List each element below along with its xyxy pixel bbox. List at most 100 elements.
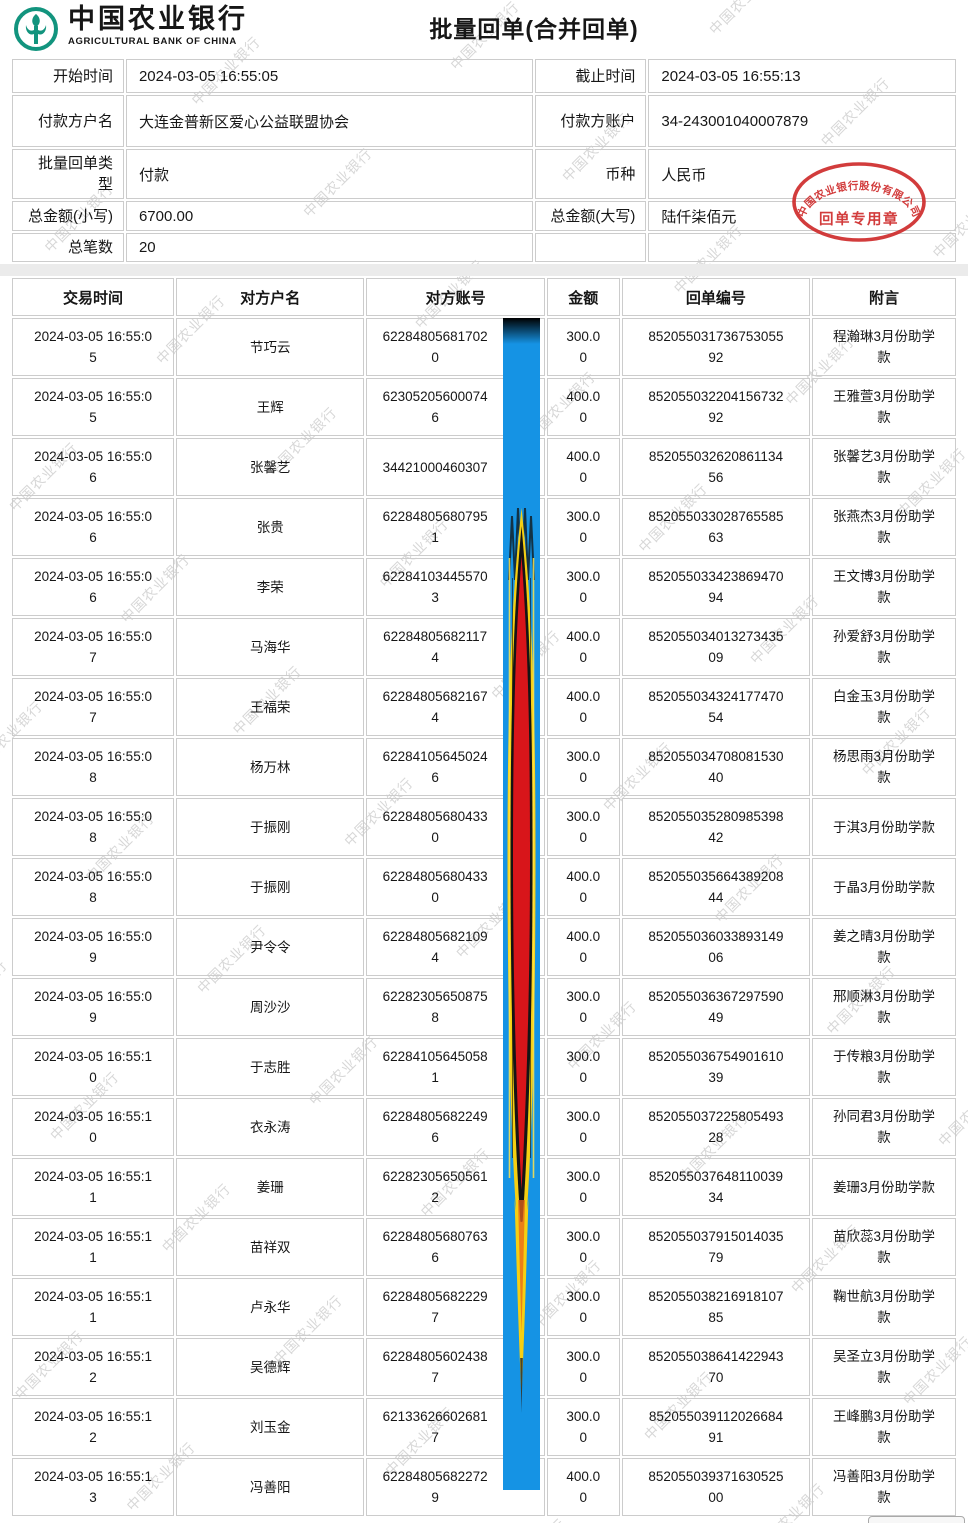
cell-memo: 王雅萱3月份助学 款 <box>812 378 956 436</box>
cell-memo: 王峰鹏3月份助学 款 <box>812 1398 956 1456</box>
cell-memo: 张馨艺3月份助学 款 <box>812 438 956 496</box>
column-header: 回单编号 <box>621 278 811 316</box>
table-row: 2024-03-05 16:55:1 1 卢永华 62284805682229 … <box>12 1278 956 1336</box>
table-row: 2024-03-05 16:55:0 6 张馨艺 34421000460307 … <box>12 438 956 496</box>
cell-payee-account: 62284805682229 7 <box>366 1278 545 1336</box>
cell-payee-account: 62284805681702 0 <box>366 318 545 376</box>
redaction-bar-artifact <box>503 318 540 1490</box>
cell-amount: 300.0 0 <box>546 738 620 796</box>
cell-payee-name: 马海华 <box>176 618 365 676</box>
cell-receipt-number: 852055034324177470 54 <box>621 678 811 736</box>
cell-payee-account: 62284805682272 9 <box>366 1458 545 1516</box>
cell-amount: 300.0 0 <box>546 1218 620 1276</box>
cell-receipt-number: 852055031736753055 92 <box>621 318 811 376</box>
cell-transaction-time: 2024-03-05 16:55:0 9 <box>12 978 175 1036</box>
cell-memo: 于晶3月份助学款 <box>812 858 956 916</box>
summary-value: 2024-03-05 16:55:05 <box>125 59 534 93</box>
cell-transaction-time: 2024-03-05 16:55:0 6 <box>12 558 175 616</box>
cell-receipt-number: 852055036367297590 49 <box>621 978 811 1036</box>
cell-receipt-number: 852055034013273435 09 <box>621 618 811 676</box>
cell-payee-name: 衣永涛 <box>176 1098 365 1156</box>
cell-amount: 300.0 0 <box>546 498 620 556</box>
cell-payee-name: 张馨艺 <box>176 438 365 496</box>
cell-receipt-number: 852055034708081530 40 <box>621 738 811 796</box>
summary-row: 总金额(小写) 6700.00 总金额(大写) 陆仟柒佰元 <box>12 201 956 231</box>
table-row: 2024-03-05 16:55:0 5 节巧云 62284805681702 … <box>12 318 956 376</box>
cell-transaction-time: 2024-03-05 16:55:1 1 <box>12 1218 175 1276</box>
cell-receipt-number: 852055033423869470 94 <box>621 558 811 616</box>
cell-payee-name: 于振刚 <box>176 858 365 916</box>
summary-label: 总笔数 <box>12 233 124 262</box>
cell-memo: 吴圣立3月份助学 款 <box>812 1338 956 1396</box>
table-row: 2024-03-05 16:55:1 2 吴德辉 62284805602438 … <box>12 1338 956 1396</box>
summary-value: 付款 <box>125 149 534 199</box>
cell-payee-name: 李荣 <box>176 558 365 616</box>
cell-amount: 400.0 0 <box>546 918 620 976</box>
cell-payee-name: 于志胜 <box>176 1038 365 1096</box>
cell-amount: 300.0 0 <box>546 1398 620 1456</box>
summary-label: 总金额(小写) <box>12 201 124 231</box>
cell-amount: 300.0 0 <box>546 1158 620 1216</box>
cell-amount: 300.0 0 <box>546 798 620 856</box>
summary-value: 陆仟柒佰元 <box>648 201 956 231</box>
table-row: 2024-03-05 16:55:0 5 王辉 62305205600074 6… <box>12 378 956 436</box>
cell-payee-account: 62133626602681 7 <box>366 1398 545 1456</box>
bottom-partial-button[interactable] <box>868 1516 965 1523</box>
cell-payee-account: 62284805682109 4 <box>366 918 545 976</box>
cell-transaction-time: 2024-03-05 16:55:0 6 <box>12 498 175 556</box>
column-header: 金额 <box>546 278 620 316</box>
cell-transaction-time: 2024-03-05 16:55:0 5 <box>12 318 175 376</box>
cell-payee-name: 节巧云 <box>176 318 365 376</box>
cell-memo: 程瀚琳3月份助学 款 <box>812 318 956 376</box>
cell-transaction-time: 2024-03-05 16:55:0 7 <box>12 618 175 676</box>
cell-receipt-number: 852055035280985398 42 <box>621 798 811 856</box>
summary-value: 34-243001040007879 <box>648 95 956 147</box>
summary-label: 付款方户名 <box>12 95 124 147</box>
table-row: 2024-03-05 16:55:1 2 刘玉金 62133626602681 … <box>12 1398 956 1456</box>
table-row: 2024-03-05 16:55:0 9 周沙沙 62282305650875 … <box>12 978 956 1036</box>
cell-amount: 300.0 0 <box>546 1098 620 1156</box>
cell-payee-name: 苗祥双 <box>176 1218 365 1276</box>
table-row: 2024-03-05 16:55:0 8 于振刚 62284805680433 … <box>12 858 956 916</box>
summary-label: 总金额(大写) <box>535 201 647 231</box>
cell-payee-account: 62305205600074 6 <box>366 378 545 436</box>
cell-transaction-time: 2024-03-05 16:55:0 8 <box>12 798 175 856</box>
table-row: 2024-03-05 16:55:1 3 冯善阳 62284805682272 … <box>12 1458 956 1516</box>
table-row: 2024-03-05 16:55:0 7 马海华 62284805682117 … <box>12 618 956 676</box>
cell-memo: 于淇3月份助学款 <box>812 798 956 856</box>
cell-payee-account: 62284103445570 3 <box>366 558 545 616</box>
cell-transaction-time: 2024-03-05 16:55:1 1 <box>12 1278 175 1336</box>
cell-payee-name: 卢永华 <box>176 1278 365 1336</box>
cell-receipt-number: 852055037648110039 34 <box>621 1158 811 1216</box>
cell-receipt-number: 852055036033893149 06 <box>621 918 811 976</box>
table-row: 2024-03-05 16:55:1 1 苗祥双 62284805680763 … <box>12 1218 956 1276</box>
cell-amount: 300.0 0 <box>546 978 620 1036</box>
summary-label: 截止时间 <box>535 59 647 93</box>
table-row: 2024-03-05 16:55:0 8 杨万林 62284105645024 … <box>12 738 956 796</box>
table-row: 2024-03-05 16:55:0 6 张贵 62284805680795 1… <box>12 498 956 556</box>
cell-memo: 姜珊3月份助学款 <box>812 1158 956 1216</box>
cell-memo: 张燕杰3月份助学 款 <box>812 498 956 556</box>
summary-label <box>535 233 647 262</box>
summary-table: 开始时间 2024-03-05 16:55:05 截止时间 2024-03-05… <box>10 57 958 264</box>
cell-transaction-time: 2024-03-05 16:55:1 2 <box>12 1338 175 1396</box>
summary-value: 人民币 <box>648 149 956 199</box>
cell-amount: 300.0 0 <box>546 1338 620 1396</box>
cell-transaction-time: 2024-03-05 16:55:0 5 <box>12 378 175 436</box>
cell-receipt-number: 852055033028765585 63 <box>621 498 811 556</box>
cell-receipt-number: 852055038216918107 85 <box>621 1278 811 1336</box>
table-row: 2024-03-05 16:55:0 8 于振刚 62284805680433 … <box>12 798 956 856</box>
cell-receipt-number: 852055038641422943 70 <box>621 1338 811 1396</box>
cell-memo: 于传粮3月份助学 款 <box>812 1038 956 1096</box>
summary-row: 开始时间 2024-03-05 16:55:05 截止时间 2024-03-05… <box>12 59 956 93</box>
cell-receipt-number: 852055039371630525 00 <box>621 1458 811 1516</box>
section-divider <box>0 264 968 276</box>
cell-payee-name: 吴德辉 <box>176 1338 365 1396</box>
cell-amount: 300.0 0 <box>546 1038 620 1096</box>
cell-transaction-time: 2024-03-05 16:55:1 3 <box>12 1458 175 1516</box>
cell-payee-account: 62284805680433 0 <box>366 798 545 856</box>
cell-payee-account: 62284805680763 6 <box>366 1218 545 1276</box>
summary-value: 大连金普新区爱心公益联盟协会 <box>125 95 534 147</box>
cell-payee-name: 王福荣 <box>176 678 365 736</box>
